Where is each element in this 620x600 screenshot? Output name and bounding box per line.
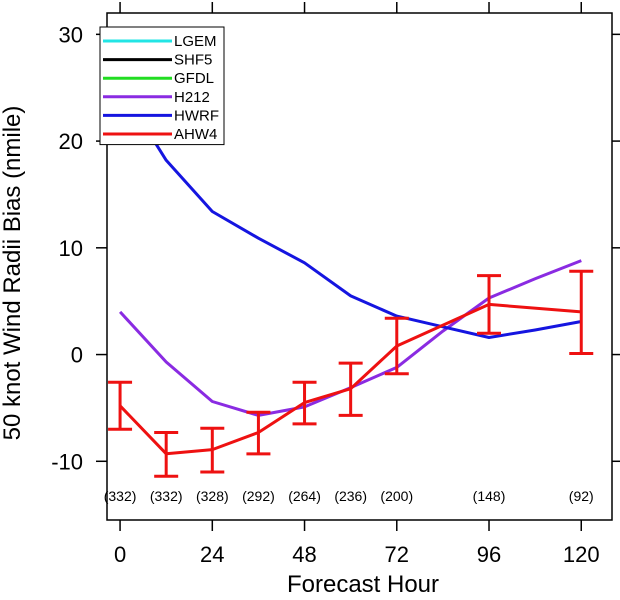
series-line-hwrf [118, 85, 582, 339]
legend-label: H212 [174, 89, 210, 106]
sample-count-label: (328) [196, 488, 229, 504]
y-tick-label: 20 [59, 129, 83, 154]
x-tick-label: 24 [200, 542, 224, 567]
x-tick-label: 96 [477, 542, 501, 567]
x-tick-label: 120 [563, 542, 600, 567]
y-tick-label: 0 [71, 343, 83, 368]
x-axis-title: Forecast Hour [287, 571, 439, 598]
sample-count-label: (292) [242, 488, 275, 504]
sample-count-label: (148) [473, 488, 506, 504]
legend-label: GFDL [174, 70, 214, 87]
x-tick-label: 72 [385, 542, 409, 567]
sample-count-label: (92) [569, 488, 594, 504]
y-tick-label: 30 [59, 22, 83, 47]
x-tick-label: 0 [114, 542, 126, 567]
sample-count-label: (200) [380, 488, 413, 504]
x-tick-label: 48 [292, 542, 316, 567]
legend-box [99, 26, 225, 146]
y-tick-label: 10 [59, 236, 83, 261]
sample-count-label: (332) [104, 488, 137, 504]
sample-count-label: (264) [288, 488, 321, 504]
sample-count-label: (236) [334, 488, 367, 504]
y-axis-title: 50 knot Wind Radii Bias (nmile) [0, 106, 26, 441]
plot-frame [106, 12, 613, 521]
sample-count-label: (332) [150, 488, 183, 504]
y-tick-label: -10 [51, 449, 83, 474]
legend-label: LGEM [174, 33, 217, 50]
legend-label: SHF5 [174, 52, 212, 69]
legend-label: HWRF [174, 107, 219, 124]
legend-label: AHW4 [174, 126, 217, 143]
